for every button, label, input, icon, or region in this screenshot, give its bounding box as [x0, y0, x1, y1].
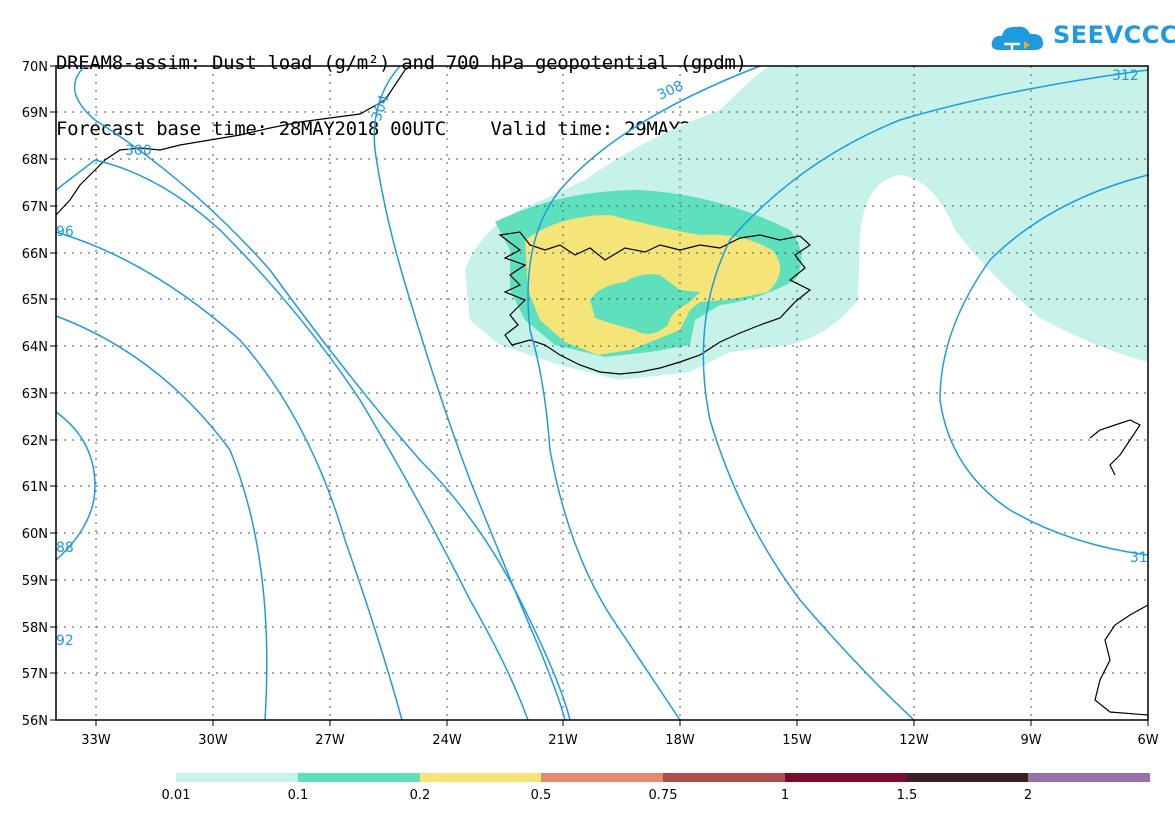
colorbar-label: 0.01 — [162, 788, 191, 803]
lat-label: 67N — [22, 200, 48, 215]
colorbar — [176, 773, 1150, 782]
colorbar-label: 2 — [1024, 788, 1032, 803]
colorbar-swatch — [1028, 773, 1150, 782]
lon-label: 6W — [1137, 733, 1158, 748]
colorbar-swatch — [663, 773, 785, 782]
colorbar-labels: 0.01 0.1 0.2 0.5 0.75 1 1.5 2 — [162, 788, 1033, 803]
colorbar-swatch — [907, 773, 1028, 782]
lat-label: 59N — [22, 574, 48, 589]
contour-label-92: 92 — [56, 633, 74, 649]
colorbar-label: 1 — [781, 788, 789, 803]
longitude-labels: 33W 30W 27W 24W 21W 18W 15W 12W 9W 6W — [81, 733, 1158, 748]
colorbar-label: 1.5 — [897, 788, 918, 803]
contour-label-300: 300 — [125, 143, 152, 159]
cloud-icon — [991, 26, 1044, 50]
contour-label-304: 304 — [369, 93, 393, 124]
faroe-coast — [1089, 419, 1141, 476]
coastlines — [55, 65, 1149, 716]
lon-label: 18W — [665, 733, 695, 748]
contour-label-312: 312 — [1112, 68, 1139, 84]
contour-label-96: 96 — [56, 224, 74, 240]
lon-label: 15W — [782, 733, 812, 748]
colorbar-label: 0.1 — [288, 788, 309, 803]
lon-label: 33W — [81, 733, 111, 748]
colorbar-swatch — [420, 773, 541, 782]
colorbar-swatch — [541, 773, 663, 782]
colorbar-swatch — [176, 773, 298, 782]
axis-ticks — [50, 65, 1149, 726]
lat-label: 60N — [22, 527, 48, 542]
lon-label: 12W — [899, 733, 929, 748]
colorbar-label: 0.5 — [531, 788, 552, 803]
lat-label: 58N — [22, 621, 48, 636]
dust-shading — [465, 66, 1148, 380]
lon-label: 21W — [548, 733, 578, 748]
colorbar-label: 0.2 — [410, 788, 431, 803]
lat-label: 62N — [22, 434, 48, 449]
greenland-coast — [55, 65, 411, 216]
lon-label: 9W — [1020, 733, 1041, 748]
lat-label: 65N — [22, 293, 48, 308]
geopotential-contours — [55, 65, 1149, 721]
iceland-coast — [498, 231, 812, 375]
logo-text: SEEVCCC — [1053, 21, 1175, 49]
lat-label: 66N — [22, 247, 48, 262]
colorbar-swatch — [785, 773, 907, 782]
lon-label: 24W — [432, 733, 462, 748]
contour-label-308: 308 — [655, 78, 686, 104]
latitude-labels: 70N 69N 68N 67N 66N 65N 64N 63N 62N 61N … — [22, 60, 48, 729]
lat-label: 56N — [22, 714, 48, 729]
lat-label: 69N — [22, 106, 48, 121]
lon-label: 30W — [198, 733, 228, 748]
contour-label-31: 31 — [1130, 550, 1148, 566]
colorbar-label: 0.75 — [649, 788, 678, 803]
scotland-coast — [1094, 604, 1149, 716]
contour-label-88: 88 — [56, 540, 74, 556]
lon-label: 27W — [315, 733, 345, 748]
contour-labels: 300 304 308 312 96 88 92 31 — [56, 68, 1148, 649]
lat-label: 57N — [22, 667, 48, 682]
lat-label: 64N — [22, 340, 48, 355]
lat-label: 68N — [22, 153, 48, 168]
colorbar-swatch — [298, 773, 420, 782]
title-line-1: DREAM8-assim: Dust load (g/m²) and 700 h… — [56, 52, 747, 74]
lat-label: 63N — [22, 387, 48, 402]
lat-label: 61N — [22, 480, 48, 495]
graticule — [56, 66, 1148, 720]
dust-level-0.1-inner — [590, 274, 700, 334]
lat-label: 70N — [22, 60, 48, 75]
